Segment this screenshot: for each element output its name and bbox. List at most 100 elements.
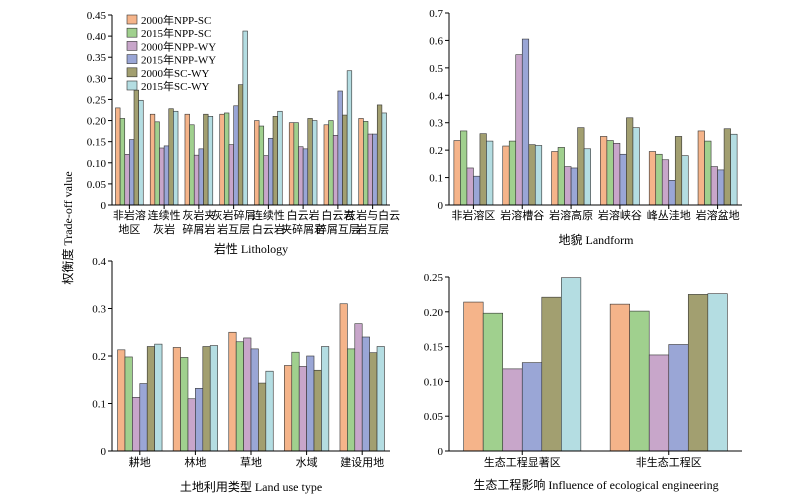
bar bbox=[219, 113, 225, 206]
bar bbox=[258, 382, 267, 452]
legend-swatch bbox=[126, 80, 138, 91]
bar bbox=[163, 145, 170, 206]
bar bbox=[564, 166, 572, 206]
bar bbox=[242, 30, 248, 206]
bar bbox=[609, 303, 630, 452]
bar bbox=[337, 90, 343, 206]
y-tick-label: 0.35 bbox=[87, 52, 107, 64]
bar bbox=[129, 139, 135, 206]
y-tick-label: 0.45 bbox=[87, 10, 107, 22]
bar bbox=[228, 144, 234, 206]
bar bbox=[453, 140, 461, 206]
y-tick-label: 0.6 bbox=[429, 35, 443, 47]
bar bbox=[502, 145, 510, 206]
bar bbox=[710, 166, 718, 206]
x-tick-label: 灰岩夹 bbox=[182, 208, 215, 222]
bar bbox=[648, 354, 670, 452]
x-tick-label: 非岩溶 bbox=[113, 208, 146, 222]
y-tick-label: 0.7 bbox=[429, 8, 443, 20]
bar bbox=[184, 113, 190, 206]
bar bbox=[466, 167, 474, 206]
bar bbox=[339, 303, 348, 452]
bar bbox=[367, 133, 373, 206]
legend-label: 2000年SC-WY bbox=[141, 66, 209, 80]
bar bbox=[583, 148, 591, 206]
bar bbox=[626, 117, 634, 206]
bar bbox=[363, 121, 369, 206]
y-tick-label: 0.40 bbox=[87, 31, 107, 43]
y-tick-label: 0 bbox=[101, 200, 107, 212]
x-tick-label: 非岩溶区 bbox=[451, 208, 495, 222]
bar bbox=[202, 346, 211, 452]
bar bbox=[668, 344, 689, 452]
bar bbox=[681, 155, 689, 206]
bar bbox=[124, 356, 133, 452]
bar bbox=[306, 355, 315, 452]
bar bbox=[717, 169, 725, 206]
bar bbox=[323, 124, 329, 206]
bar bbox=[557, 147, 565, 206]
bar bbox=[528, 144, 536, 206]
bar bbox=[361, 336, 370, 452]
bar bbox=[139, 383, 148, 452]
bar bbox=[463, 301, 484, 452]
bar bbox=[697, 130, 705, 206]
y-tick-label: 0.25 bbox=[87, 94, 107, 106]
bar bbox=[307, 118, 313, 206]
bar bbox=[193, 154, 200, 206]
x-tick-label: 岩溶高原 bbox=[549, 208, 593, 222]
bar bbox=[119, 118, 126, 206]
bar bbox=[288, 122, 295, 206]
bar bbox=[180, 357, 189, 452]
x-tick-label: 岩互层 bbox=[217, 222, 250, 236]
bar bbox=[655, 153, 663, 206]
legend-swatch bbox=[126, 54, 138, 64]
bar bbox=[298, 366, 307, 452]
bar bbox=[723, 128, 731, 206]
x-tick-label: 连续性 bbox=[252, 208, 285, 222]
bar bbox=[258, 125, 265, 206]
bar bbox=[173, 110, 179, 206]
x-tick-label: 碎屑互层 bbox=[316, 222, 360, 236]
y-tick-label: 0 bbox=[101, 446, 107, 458]
bar bbox=[209, 345, 218, 452]
bar bbox=[132, 397, 141, 452]
bar bbox=[302, 148, 309, 206]
bar bbox=[376, 104, 383, 206]
bar bbox=[707, 293, 728, 452]
bar bbox=[515, 54, 523, 206]
legend-label: 2015年NPP-WY bbox=[141, 53, 216, 67]
bar bbox=[224, 112, 230, 206]
legend-label: 2015年NPP-SC bbox=[141, 26, 211, 40]
bar bbox=[629, 310, 650, 452]
y-tick-label: 0 bbox=[438, 446, 444, 458]
bar bbox=[187, 398, 196, 452]
y-tick-label: 0.2 bbox=[92, 351, 106, 363]
bar bbox=[541, 296, 562, 452]
bar bbox=[473, 175, 481, 206]
bar bbox=[284, 365, 293, 452]
x-tick-label: 岩互层 bbox=[356, 222, 389, 236]
x-axis-title: 岩性 Lithology bbox=[214, 241, 288, 256]
x-tick-label: 生态工程显著区 bbox=[484, 455, 561, 469]
bar bbox=[668, 180, 676, 206]
panel-4: 0 0.05 0.10 0.15 0.20 0.25 生态工程显著区 非生态工程区生态工程影响… bbox=[424, 272, 742, 492]
bar bbox=[534, 145, 543, 206]
bar bbox=[237, 84, 244, 206]
y-tick-label: 0.05 bbox=[424, 411, 444, 423]
y-tick-label: 0 bbox=[438, 200, 444, 212]
bar bbox=[293, 122, 299, 206]
x-axis-title: 地貌 Landform bbox=[559, 232, 635, 247]
bar bbox=[243, 337, 252, 452]
bar bbox=[146, 346, 155, 452]
bar bbox=[265, 370, 274, 452]
bar bbox=[687, 294, 709, 452]
bar bbox=[263, 155, 269, 206]
y-tick-label: 0.4 bbox=[429, 90, 443, 102]
x-tick-label: 草地 bbox=[240, 456, 262, 469]
bar bbox=[298, 146, 304, 206]
bar bbox=[606, 140, 614, 206]
bar bbox=[600, 136, 608, 206]
legend-label: 2000年NPP-WY bbox=[141, 39, 216, 53]
bar bbox=[354, 323, 363, 452]
